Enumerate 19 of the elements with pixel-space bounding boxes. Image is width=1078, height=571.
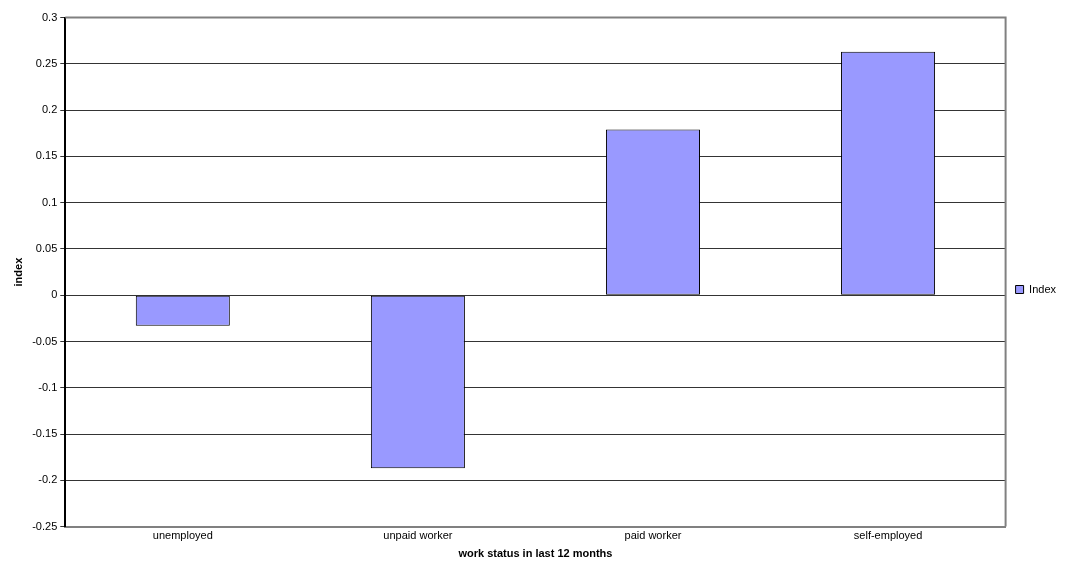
legend-label: Index [1029,282,1057,295]
x-tick-label: self-employed [853,529,923,542]
y-tick-label: -0.1 [38,380,58,393]
x-tick-label: unpaid worker [383,529,453,542]
y-tick-label: 0.2 [41,103,58,116]
y-tick-label: 0 [51,288,58,301]
x-tick-label: paid worker [624,529,682,542]
y-tick-label: 0.15 [35,149,58,162]
x-axis-title: work status in last 12 months [457,547,613,560]
y-tick-label: 0.1 [41,195,58,208]
y-tick-label: -0.15 [32,427,58,440]
y-tick-label: -0.2 [38,473,58,486]
y-tick-label: 0.3 [41,10,58,23]
x-tick-label: unemployed [152,529,213,542]
y-tick-label: -0.05 [32,334,58,347]
y-tick-label: -0.25 [32,519,58,532]
y-tick-label: 0.25 [35,56,58,69]
y-tick-label: 0.05 [35,241,58,254]
y-axis-title: index [11,256,24,287]
